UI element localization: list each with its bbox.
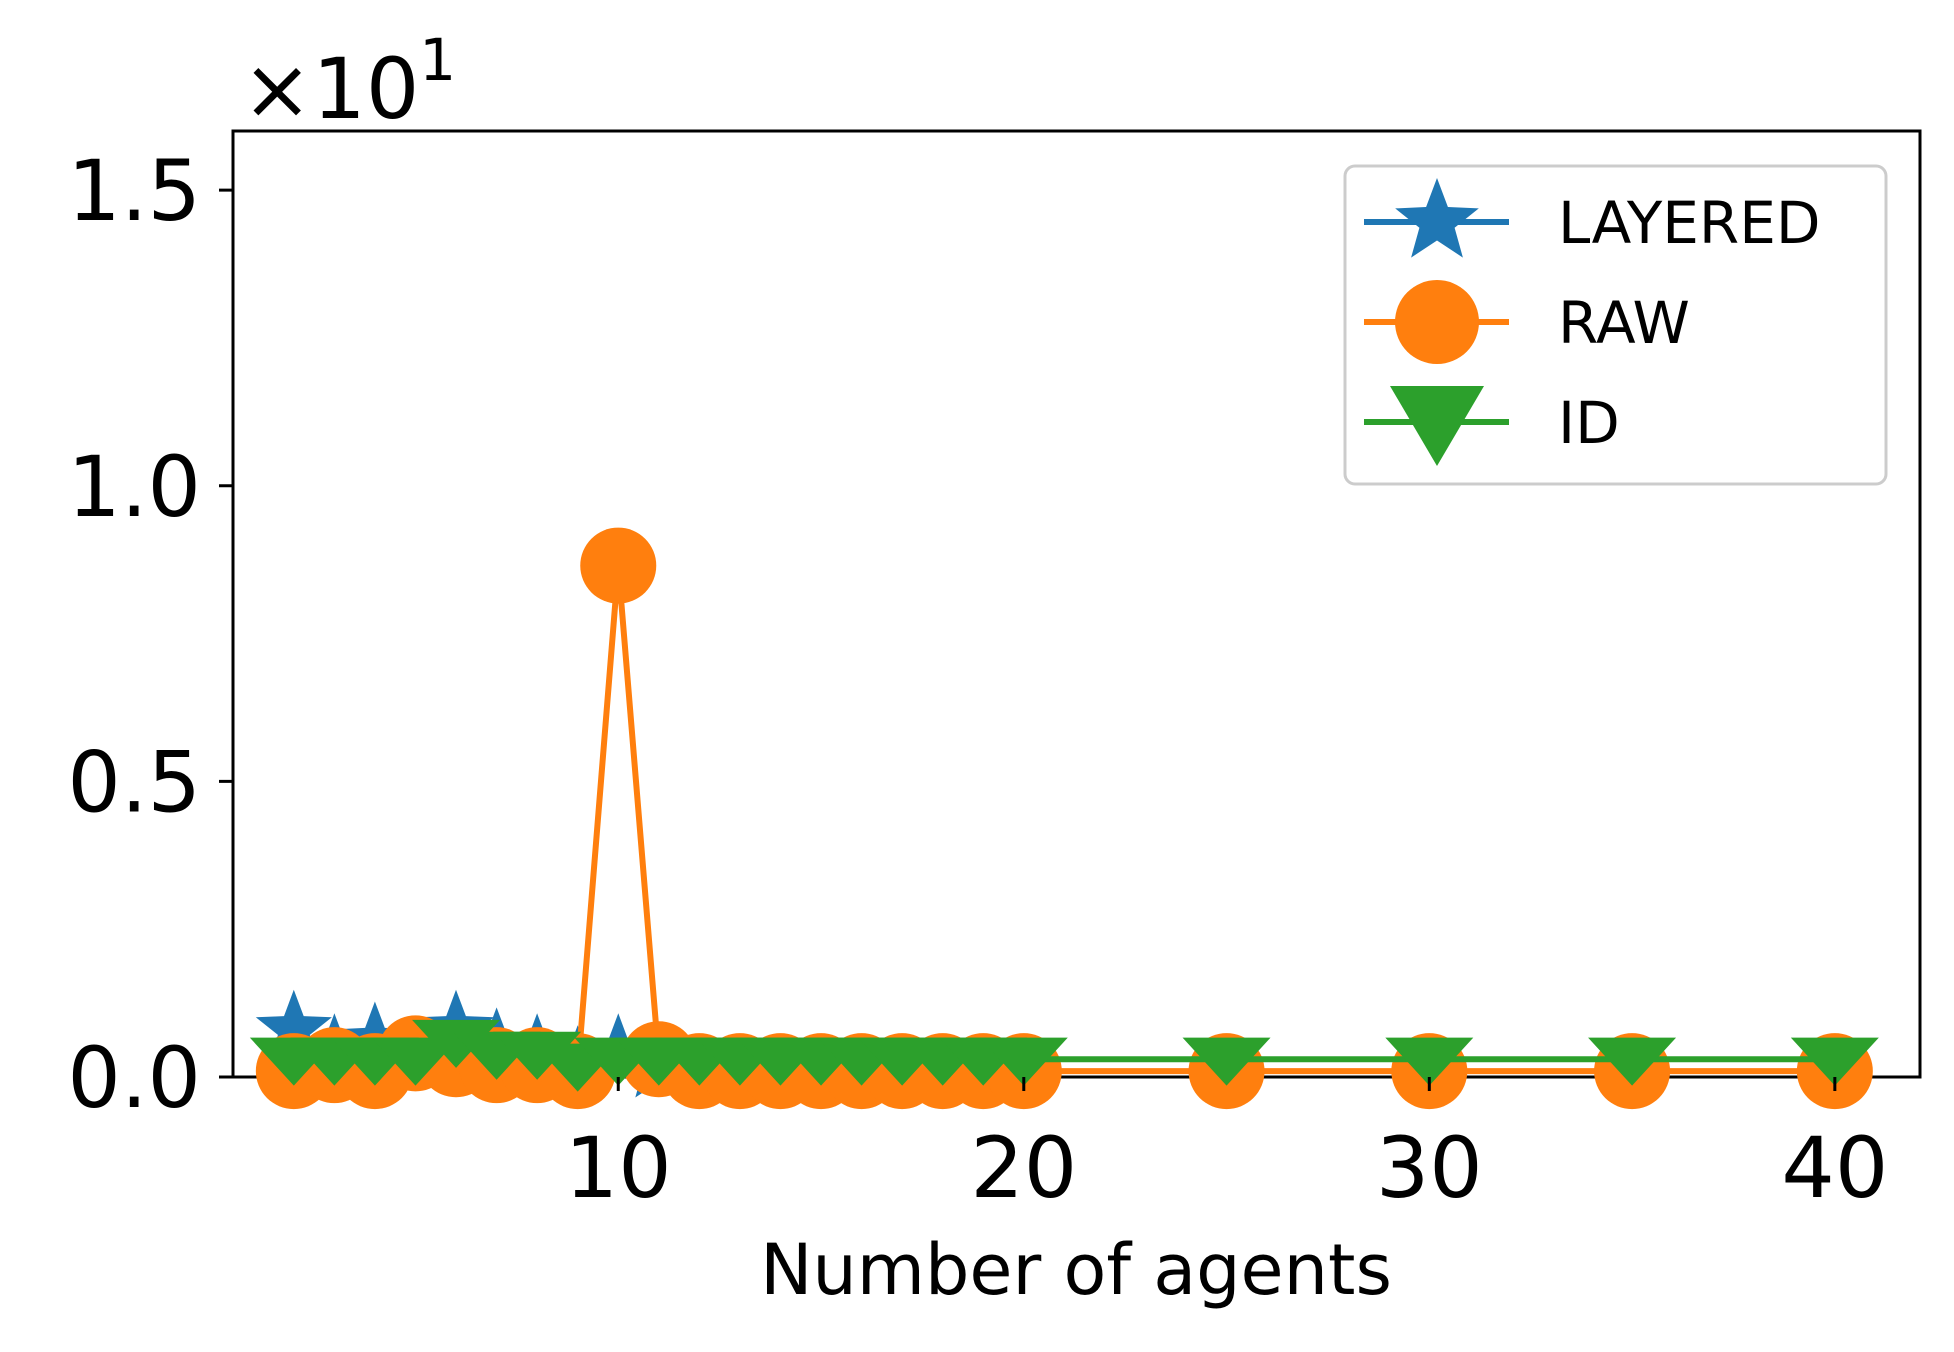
y-tick-label: 0.5	[67, 733, 201, 831]
y-tick-label: 1.5	[67, 142, 201, 240]
data-point-id	[1182, 1037, 1271, 1086]
data-point-id	[1588, 1037, 1677, 1086]
legend-marker-raw	[1395, 280, 1479, 364]
y-tick-label: 1.0	[67, 438, 201, 536]
data-point-id	[1790, 1037, 1879, 1086]
axis-offset-exponent: 1	[419, 26, 456, 94]
y-axis-ticks: 0.0 0.5 1.0 1.5	[67, 142, 233, 1127]
legend: LAYERED RAW ID	[1343, 164, 1888, 486]
data-point-id	[979, 1037, 1068, 1086]
y-tick-label: 0.0	[67, 1029, 201, 1127]
data-point-id	[371, 1037, 460, 1086]
legend-marker-id	[1390, 386, 1484, 466]
x-axis-label: Number of agents	[760, 1229, 1392, 1311]
axis-offset-base: ×10	[242, 40, 419, 138]
legend-frame	[1343, 164, 1888, 486]
x-tick-label: 30	[1376, 1119, 1483, 1217]
plot-frame	[231, 129, 1922, 1079]
legend-label-layered: LAYERED	[1558, 189, 1821, 257]
data-point-raw	[580, 527, 657, 604]
x-tick-label: 40	[1781, 1119, 1888, 1217]
data-point-layered	[255, 989, 332, 1063]
legend-item-layered: LAYERED	[1364, 178, 1821, 258]
series-layer	[249, 527, 1879, 1110]
legend-label-raw: RAW	[1558, 289, 1690, 357]
x-tick-label: 20	[970, 1119, 1077, 1217]
series-id	[249, 1019, 1879, 1092]
series-line-raw	[293, 562, 1835, 1075]
legend-item-id: ID	[1364, 386, 1620, 466]
axis-offset-label: ×101	[242, 26, 456, 138]
legend-marker-layered	[1395, 178, 1479, 258]
x-axis-ticks: 10 20 30 40	[565, 1077, 1888, 1217]
x-tick-label: 10	[565, 1119, 672, 1217]
legend-label-id: ID	[1558, 389, 1620, 457]
data-point-id	[1385, 1037, 1474, 1086]
plot-area	[231, 129, 1922, 1110]
legend-item-raw: RAW	[1364, 280, 1690, 364]
